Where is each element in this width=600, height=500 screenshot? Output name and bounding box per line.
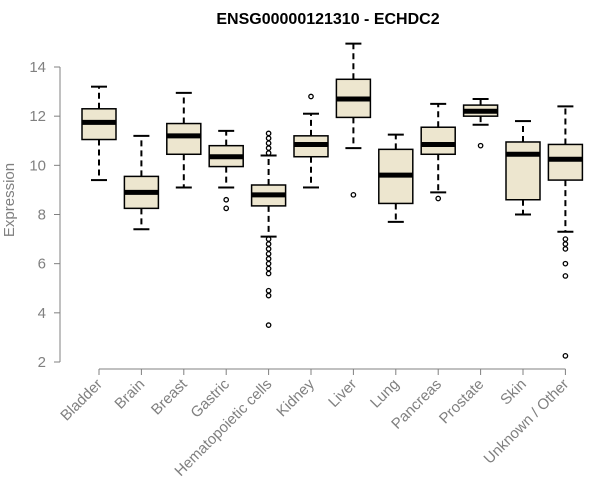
outlier-point — [265, 265, 272, 272]
outlier-point — [562, 260, 569, 267]
y-axis: 2 4 6 8 10 12 14 — [29, 59, 61, 371]
box-gastric — [208, 129, 244, 212]
outlier-point — [350, 191, 357, 198]
outlier-point — [562, 273, 569, 279]
box-kidney — [293, 93, 329, 189]
iqr-box — [420, 126, 456, 156]
outlier-point — [308, 93, 314, 100]
outlier-point — [265, 270, 272, 277]
outlier-point — [265, 292, 272, 299]
outlier-point — [265, 145, 272, 151]
box-skin — [505, 120, 541, 216]
y-tick-label: 10 — [29, 157, 46, 174]
box-unknown-other — [547, 105, 584, 359]
box-lung — [378, 133, 414, 223]
x-tick-label: Skin — [497, 376, 530, 409]
box-bladder — [81, 85, 117, 182]
iqr-box — [505, 141, 541, 201]
chart-title: ENSG00000121310 - ECHDC2 — [216, 11, 439, 28]
outlier-point — [477, 142, 484, 149]
y-tick-label: 8 — [38, 207, 46, 224]
outlier-point — [265, 250, 272, 257]
outlier-point — [265, 246, 272, 252]
x-tick-label: Prostate — [436, 376, 488, 428]
box-brain — [123, 134, 160, 231]
box-prostate — [462, 97, 499, 149]
outlier-point — [562, 246, 569, 252]
x-tick-label: Brain — [111, 376, 148, 413]
x-tick-label: Liver — [325, 376, 360, 411]
outlier-point — [265, 255, 272, 262]
outlier-point — [265, 241, 272, 247]
outlier-point — [265, 287, 272, 294]
outlier-point — [562, 353, 569, 359]
outlier-point — [265, 130, 272, 137]
iqr-box — [166, 122, 202, 156]
y-tick-label: 6 — [38, 256, 46, 273]
y-axis-label: Expression — [1, 163, 18, 237]
x-tick-label: Bladder — [57, 376, 106, 425]
outlier-point — [265, 140, 272, 147]
boxes-group — [81, 42, 584, 359]
y-tick-label: 12 — [29, 108, 46, 125]
outlier-point — [265, 135, 272, 142]
y-tick-label: 2 — [38, 354, 46, 371]
x-tick-label: Kidney — [273, 375, 318, 420]
outlier-point — [435, 195, 442, 202]
box-pancreas — [420, 102, 456, 202]
y-tick-label: 4 — [38, 305, 46, 322]
outlier-point — [265, 322, 272, 328]
y-tick-label: 14 — [29, 59, 46, 76]
outlier-point — [562, 241, 569, 247]
x-tick-label: Lung — [367, 376, 403, 412]
outlier-point — [265, 150, 272, 156]
box-liver — [335, 42, 372, 198]
outlier-point — [265, 260, 272, 267]
outlier-point — [223, 205, 230, 212]
outlier-point — [223, 196, 230, 203]
box-hematopoietic-cells — [250, 130, 287, 328]
iqr-box — [547, 143, 584, 181]
box-breast — [166, 91, 202, 189]
x-tick-label: Breast — [148, 375, 191, 418]
outlier-point — [562, 236, 569, 242]
